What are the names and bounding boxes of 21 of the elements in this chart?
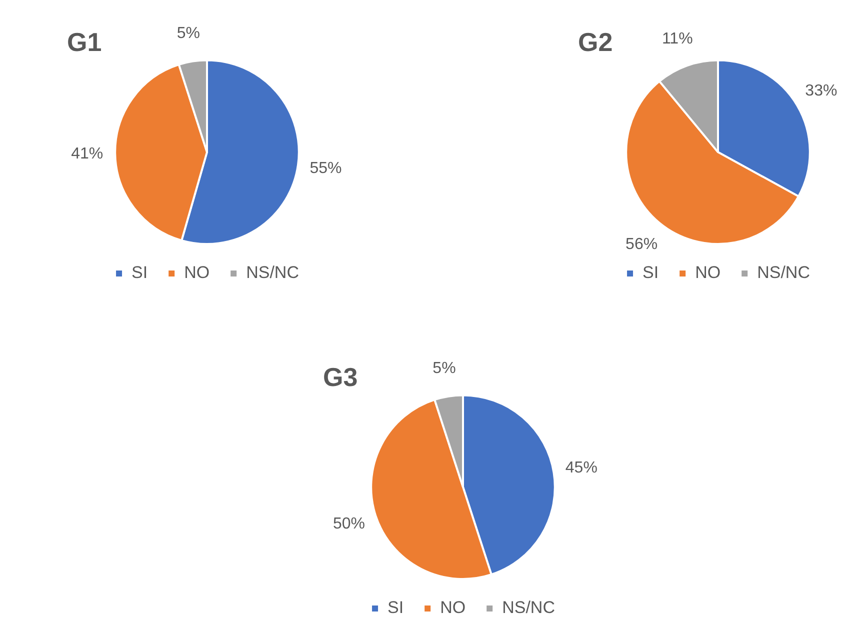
data-label: 5% <box>432 360 456 378</box>
legend-label: NO <box>440 598 466 618</box>
data-label: 41% <box>71 145 104 162</box>
legend-label: SI <box>388 598 404 618</box>
data-label: 56% <box>626 236 658 253</box>
data-label: 11% <box>662 30 693 48</box>
legend-label: NO <box>695 263 721 282</box>
data-label: 50% <box>332 516 365 533</box>
data-label: 55% <box>310 160 342 178</box>
legend-label: NS/NC <box>757 263 810 282</box>
legend-label: SI <box>132 263 148 282</box>
data-label: 45% <box>565 460 598 477</box>
data-label: 5% <box>176 25 200 42</box>
data-label: 33% <box>805 82 838 100</box>
chart-title: G3 <box>323 362 358 392</box>
legend-label: NO <box>184 263 210 282</box>
chart-title: G1 <box>67 26 102 57</box>
legend-label: NS/NC <box>246 263 299 282</box>
legend-label: NS/NC <box>502 598 555 618</box>
chart-title: G2 <box>578 26 613 57</box>
legend-label: SI <box>642 263 659 282</box>
